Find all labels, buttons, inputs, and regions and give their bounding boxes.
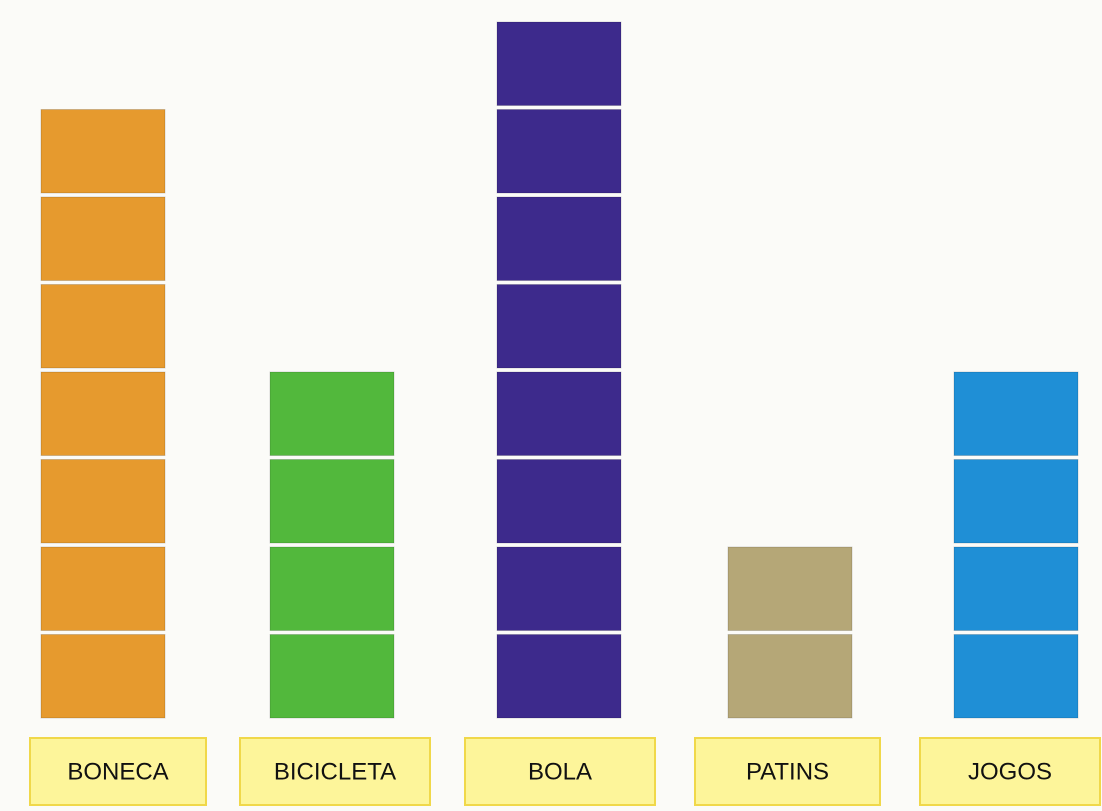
block (496, 196, 622, 281)
block (496, 21, 622, 106)
x-tick-label: BONECA (67, 758, 168, 785)
label-box (239, 737, 431, 806)
block (40, 109, 166, 194)
x-tick-label: JOGOS (968, 758, 1052, 785)
bar (496, 21, 622, 719)
block (40, 371, 166, 456)
block (496, 371, 622, 456)
label-box (29, 737, 207, 806)
block (496, 284, 622, 369)
block (40, 196, 166, 281)
bar (269, 371, 395, 719)
x-tick-label: PATINS (746, 758, 829, 785)
block (269, 371, 395, 456)
label-box (694, 737, 881, 806)
block (40, 459, 166, 544)
block (269, 459, 395, 544)
block (496, 459, 622, 544)
block (953, 546, 1079, 631)
block (727, 546, 853, 631)
block (40, 634, 166, 719)
x-tick-label: BOLA (528, 758, 592, 785)
label-box (464, 737, 656, 806)
bar (727, 546, 853, 719)
bar (953, 371, 1079, 719)
block (727, 634, 853, 719)
block (40, 284, 166, 369)
block (40, 546, 166, 631)
x-tick-label: BICICLETA (274, 758, 396, 785)
block (269, 634, 395, 719)
block (496, 546, 622, 631)
bar (40, 109, 166, 719)
block (953, 459, 1079, 544)
block (269, 546, 395, 631)
block (496, 109, 622, 194)
block (953, 371, 1079, 456)
label-box (919, 737, 1101, 806)
block (953, 634, 1079, 719)
block (496, 634, 622, 719)
